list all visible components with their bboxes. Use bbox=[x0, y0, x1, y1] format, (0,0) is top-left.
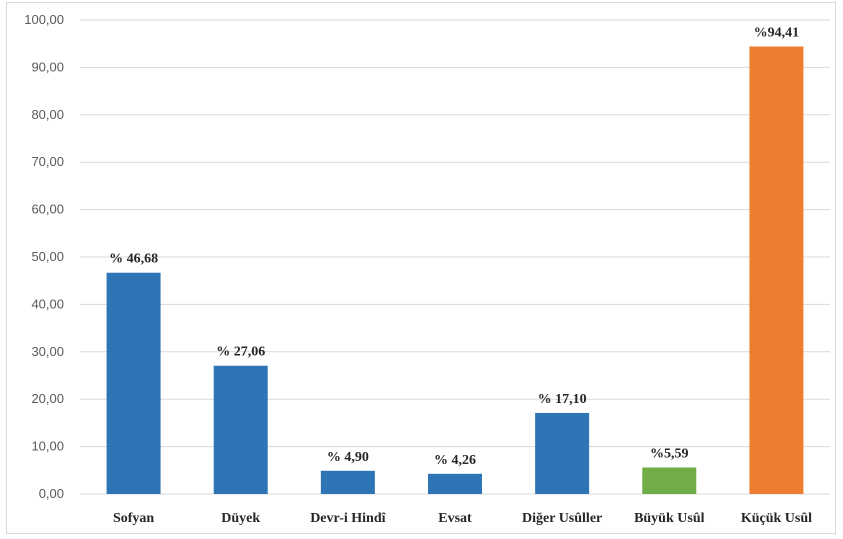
y-tick-label: 30,00 bbox=[31, 344, 64, 359]
category-label: Sofyan bbox=[113, 511, 154, 526]
y-tick-label: 100,00 bbox=[24, 12, 64, 27]
y-tick-label: 40,00 bbox=[31, 296, 64, 311]
data-label: %94,41 bbox=[754, 25, 800, 40]
data-label: % 46,68 bbox=[109, 252, 158, 267]
y-tick-label: 70,00 bbox=[31, 154, 64, 169]
bar bbox=[535, 412, 590, 494]
category-label: Küçük Usûl bbox=[741, 511, 812, 526]
category-label: Düyek bbox=[221, 511, 260, 526]
data-label: % 17,10 bbox=[538, 392, 587, 407]
category-label: Devr-i Hindî bbox=[310, 511, 386, 526]
data-labels: % 46,68 % 27,06 % 4,90 % 4,26 % 17,10 %5,59 %9… bbox=[109, 25, 799, 467]
bar bbox=[213, 365, 268, 494]
data-label: % 4,26 bbox=[434, 453, 476, 468]
gridlines bbox=[80, 19, 830, 495]
y-tick-label: 0,00 bbox=[39, 486, 64, 501]
x-axis-categories: Sofyan Düyek Devr-i Hindî Evsat Diğer Usûlle… bbox=[113, 511, 812, 526]
bar bbox=[428, 473, 482, 494]
data-label: % 4,90 bbox=[327, 450, 369, 465]
data-label: %5,59 bbox=[650, 447, 689, 462]
category-label: Büyük Usûl bbox=[634, 511, 705, 526]
y-tick-label: 80,00 bbox=[31, 107, 64, 122]
category-label: Evsat bbox=[438, 511, 472, 526]
bar bbox=[106, 272, 161, 494]
bar bbox=[642, 467, 697, 494]
y-tick-label: 10,00 bbox=[31, 439, 64, 454]
bars bbox=[106, 46, 804, 494]
y-tick-label: 90,00 bbox=[31, 59, 64, 74]
y-axis-ticks: 0,00 10,00 20,00 30,00 40,00 50,00 60,00 70,00 8… bbox=[24, 12, 64, 501]
bar bbox=[320, 470, 375, 494]
category-label: Diğer Usûller bbox=[522, 511, 602, 526]
y-tick-label: 60,00 bbox=[31, 202, 64, 217]
bar bbox=[749, 46, 804, 494]
y-tick-label: 50,00 bbox=[31, 249, 64, 264]
data-label: % 27,06 bbox=[216, 345, 265, 360]
y-tick-label: 20,00 bbox=[31, 391, 64, 406]
